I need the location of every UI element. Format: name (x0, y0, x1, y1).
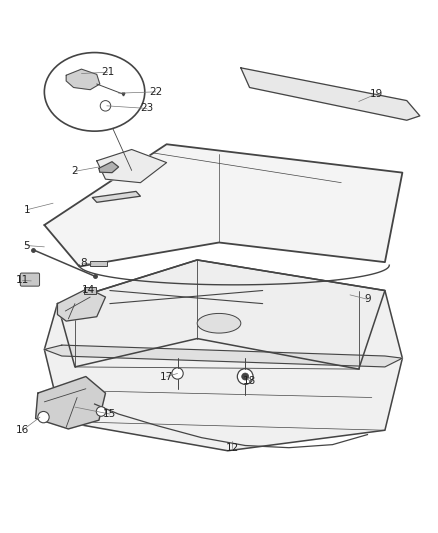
Text: 17: 17 (160, 372, 173, 382)
Polygon shape (44, 345, 403, 367)
Circle shape (242, 373, 249, 380)
Polygon shape (97, 149, 166, 183)
Text: 1: 1 (24, 205, 30, 215)
Polygon shape (66, 69, 100, 90)
Polygon shape (99, 161, 119, 173)
Text: 5: 5 (24, 240, 30, 251)
Text: 15: 15 (103, 409, 117, 419)
Text: 18: 18 (243, 376, 256, 386)
Polygon shape (44, 144, 403, 266)
Circle shape (96, 407, 106, 416)
Text: 2: 2 (71, 166, 78, 176)
Text: 22: 22 (149, 87, 162, 97)
Circle shape (100, 101, 111, 111)
Text: 9: 9 (364, 294, 371, 304)
FancyBboxPatch shape (20, 273, 39, 286)
Text: 21: 21 (101, 67, 114, 77)
Polygon shape (57, 260, 385, 369)
Bar (84, 287, 96, 294)
Text: 11: 11 (16, 276, 29, 286)
Bar (90, 261, 107, 265)
Ellipse shape (197, 313, 241, 333)
Polygon shape (44, 260, 403, 451)
Text: 19: 19 (370, 89, 383, 99)
Text: 23: 23 (140, 103, 154, 114)
Polygon shape (92, 191, 141, 203)
Polygon shape (241, 68, 420, 120)
Text: 14: 14 (81, 285, 95, 295)
Text: 12: 12 (226, 443, 239, 453)
Text: 16: 16 (16, 425, 29, 435)
Polygon shape (57, 288, 106, 321)
Circle shape (38, 411, 49, 423)
Text: 8: 8 (80, 259, 87, 269)
Ellipse shape (44, 53, 145, 131)
Polygon shape (35, 376, 106, 429)
Circle shape (172, 368, 183, 379)
Circle shape (237, 369, 253, 384)
